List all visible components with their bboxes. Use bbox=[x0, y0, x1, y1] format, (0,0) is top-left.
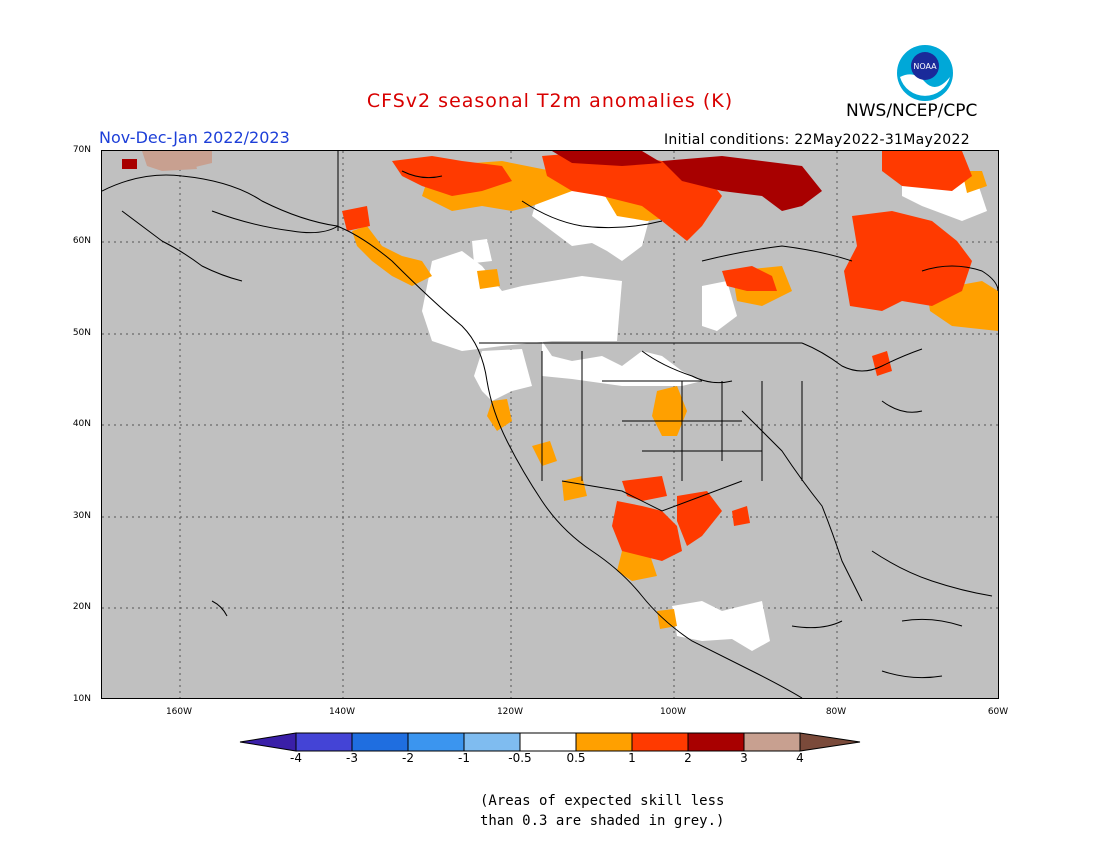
period-label: Nov-Dec-Jan 2022/2023 bbox=[99, 128, 290, 147]
lat-label-10n: 10N bbox=[72, 694, 91, 704]
lat-label-20n: 20N bbox=[72, 602, 91, 612]
colorbar-label: 1 bbox=[628, 751, 636, 765]
colorbar-bin bbox=[631, 732, 689, 752]
colorbar-label: -2 bbox=[402, 751, 414, 765]
lat-label-40n: 40N bbox=[72, 419, 91, 429]
colorbar-bin bbox=[463, 732, 521, 752]
logo-text: NOAA bbox=[913, 62, 937, 71]
skill-note-line1: (Areas of expected skill less bbox=[480, 793, 725, 809]
colorbar-bin bbox=[351, 732, 409, 752]
initial-conditions-label: Initial conditions: 22May2022-31May2022 bbox=[664, 132, 970, 148]
lat-label-60n: 60N bbox=[72, 236, 91, 246]
colorbar-arrow-right bbox=[799, 732, 861, 752]
colorbar-bin bbox=[295, 732, 353, 752]
colorbar-label: 4 bbox=[796, 751, 804, 765]
darkred-anomaly-areas bbox=[122, 151, 822, 211]
colorbar-arrow-left bbox=[239, 732, 297, 752]
skill-note: (Areas of expected skill less than 0.3 a… bbox=[480, 791, 724, 831]
map-title: CFSv2 seasonal T2m anomalies (K) bbox=[366, 90, 734, 112]
colorbar-bin bbox=[519, 732, 577, 752]
lat-label-50n: 50N bbox=[72, 328, 91, 338]
colorbar bbox=[239, 732, 861, 752]
coastlines bbox=[101, 151, 999, 699]
noaa-logo: NOAA bbox=[897, 45, 953, 101]
colorbar-label: 3 bbox=[740, 751, 748, 765]
colorbar-label: -0.5 bbox=[508, 751, 532, 765]
colorbar-bin bbox=[743, 732, 801, 752]
org-label: NWS/NCEP/CPC bbox=[846, 101, 978, 121]
colorbar-label: 0.5 bbox=[566, 751, 586, 765]
colorbar-bin bbox=[575, 732, 633, 752]
lon-label-160w: 160W bbox=[165, 707, 193, 717]
colorbar-label: 2 bbox=[684, 751, 692, 765]
colorbar-label: -4 bbox=[290, 751, 302, 765]
skill-note-line2: than 0.3 are shaded in grey.) bbox=[480, 813, 725, 829]
lat-label-30n: 30N bbox=[72, 511, 91, 521]
colorbar-bin bbox=[687, 732, 745, 752]
lat-label-70n: 70N bbox=[72, 145, 91, 155]
map-svg bbox=[101, 151, 999, 699]
colorbar-label: -1 bbox=[458, 751, 470, 765]
anomaly-map bbox=[101, 150, 999, 699]
lon-label-140w: 140W bbox=[328, 707, 356, 717]
tan-anomaly-areas bbox=[162, 151, 212, 169]
lon-label-100w: 100W bbox=[659, 707, 687, 717]
lon-label-120w: 120W bbox=[496, 707, 524, 717]
lon-label-60w: 60W bbox=[987, 707, 1009, 717]
lon-label-80w: 80W bbox=[825, 707, 847, 717]
graticule bbox=[102, 151, 998, 698]
colorbar-label: -3 bbox=[346, 751, 358, 765]
colorbar-bin bbox=[407, 732, 465, 752]
